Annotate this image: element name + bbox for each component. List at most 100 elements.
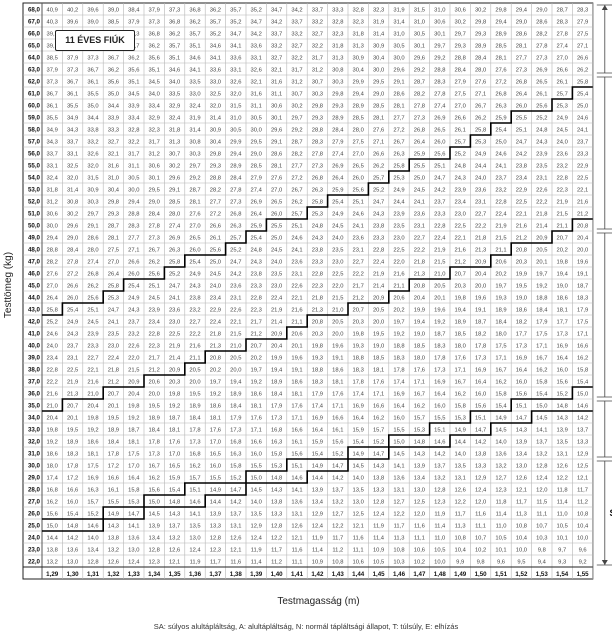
bmi-cell: 14,9 xyxy=(312,464,323,470)
bmi-cell: 20,5 xyxy=(332,320,343,326)
bmi-cell: 31,1 xyxy=(128,164,139,170)
bmi-cell: 28,4 xyxy=(149,212,161,218)
bmi-cell: 25,6 xyxy=(536,104,547,110)
bmi-cell: 13,2 xyxy=(536,452,547,458)
bmi-cell: 32,8 xyxy=(128,128,139,134)
bmi-cell: 10,7 xyxy=(536,524,547,530)
bmi-cell: 22,8 xyxy=(251,296,262,302)
bmi-cell: 26,8 xyxy=(414,128,425,134)
bmi-cell: 18,1 xyxy=(169,428,180,434)
bmi-cell: 20,9 xyxy=(475,260,486,266)
bmi-cell: 25,2 xyxy=(373,188,384,194)
bmi-cell: 14,1 xyxy=(291,488,302,494)
bmi-cell: 25,0 xyxy=(414,176,425,182)
bmi-cell: 24,9 xyxy=(67,320,78,326)
bmi-cell: 28,9 xyxy=(353,104,364,110)
bmi-cell: 17,0 xyxy=(128,464,139,470)
weight-tick-label: 56,0 xyxy=(28,151,41,158)
bmi-cell: 23,8 xyxy=(312,248,323,254)
bmi-cell: 23,1 xyxy=(475,200,486,206)
bmi-cell: 34,9 xyxy=(47,128,58,134)
bmi-cell: 26,9 xyxy=(169,236,180,242)
bmi-cell: 32,2 xyxy=(291,56,302,62)
bmi-cell: 24,6 xyxy=(353,212,364,218)
bmi-cell: 27,8 xyxy=(557,32,568,38)
bmi-cell: 18,4 xyxy=(536,308,548,314)
bmi-cell: 33,6 xyxy=(210,68,221,74)
bmi-cell: 16,2 xyxy=(455,392,466,398)
bmi-cell: 38,5 xyxy=(108,20,119,26)
weight-tick-label: 38,0 xyxy=(28,367,41,374)
bmi-cell: 15,4 xyxy=(169,488,181,494)
bmi-cell: 32,6 xyxy=(230,80,241,86)
bmi-cell: 30,3 xyxy=(312,92,323,98)
bmi-cell: 31,8 xyxy=(47,188,58,194)
bmi-cell: 27,3 xyxy=(414,116,425,122)
bmi-cell: 12,7 xyxy=(393,500,404,506)
bmi-cell: 10,6 xyxy=(353,560,364,566)
bmi-cell: 26,6 xyxy=(67,284,78,290)
bmi-cell: 12,8 xyxy=(210,536,221,542)
bmi-cell: 16,1 xyxy=(108,488,119,494)
bmi-cell: 22,7 xyxy=(189,320,200,326)
bmi-cell: 28,8 xyxy=(455,56,466,62)
bmi-cell: 34,0 xyxy=(169,80,180,86)
bmi-cell: 15,2 xyxy=(230,476,241,482)
bmi-cell: 27,4 xyxy=(251,188,263,194)
bmi-cell: 30,2 xyxy=(67,212,78,218)
bmi-cell: 28,6 xyxy=(393,92,404,98)
bmi-cell: 14,4 xyxy=(312,476,324,482)
bmi-cell: 14,2 xyxy=(230,500,241,506)
bmi-cell: 22,1 xyxy=(291,296,302,302)
bmi-cell: 12,8 xyxy=(87,560,98,566)
bmi-cell: 23,0 xyxy=(332,260,343,266)
bmi-cell: 11,8 xyxy=(557,488,568,494)
bmi-cell: 25,1 xyxy=(291,224,302,230)
bmi-cell: 12,9 xyxy=(577,452,588,458)
bmi-cell: 31,6 xyxy=(271,80,282,86)
bmi-cell: 23,5 xyxy=(271,272,282,278)
bmi-cell: 26,1 xyxy=(455,128,466,134)
bmi-cell: 19,1 xyxy=(475,308,486,314)
bmi-cell: 18,4 xyxy=(108,440,120,446)
bmi-cell: 34,0 xyxy=(149,92,160,98)
bmi-cell: 28,9 xyxy=(495,32,506,38)
bmi-cell: 16,9 xyxy=(475,368,486,374)
bmi-cell: 26,6 xyxy=(455,116,466,122)
bmi-cell: 23,6 xyxy=(475,188,486,194)
bmi-cell: 28,0 xyxy=(87,248,98,254)
bmi-cell: 10,4 xyxy=(516,536,528,542)
bmi-cell: 33,0 xyxy=(189,92,200,98)
bmi-cell: 25,5 xyxy=(516,116,527,122)
bmi-cell: 29,9 xyxy=(230,140,241,146)
bmi-cell: 23,4 xyxy=(149,320,161,326)
bmi-cell: 28,5 xyxy=(495,44,506,50)
bmi-cell: 16,0 xyxy=(251,452,262,458)
bmi-cell: 20,3 xyxy=(455,284,466,290)
bmi-cell: 37,3 xyxy=(149,20,160,26)
bmi-cell: 30,6 xyxy=(271,104,282,110)
height-tick-label: 1,30 xyxy=(67,571,80,578)
bmi-cell: 20,6 xyxy=(393,296,404,302)
height-tick-label: 1,47 xyxy=(413,571,426,578)
bmi-cell: 11,9 xyxy=(251,548,262,554)
bmi-cell: 21,2 xyxy=(516,236,527,242)
bmi-cell: 32,0 xyxy=(210,104,221,110)
bmi-cell: 16,9 xyxy=(87,476,98,482)
bmi-cell: 16,9 xyxy=(516,356,527,362)
bmi-cell: 17,1 xyxy=(332,404,343,410)
bmi-cell: 24,8 xyxy=(251,248,262,254)
bmi-cell: 15,0 xyxy=(251,476,262,482)
bmi-cell: 29,8 xyxy=(210,152,221,158)
bmi-cell: 14,3 xyxy=(271,488,282,494)
bmi-cell: 28,2 xyxy=(47,260,58,266)
bmi-cell: 35,2 xyxy=(230,20,241,26)
bmi-cell: 25,2 xyxy=(169,272,180,278)
bmi-cell: 31,0 xyxy=(230,116,241,122)
bmi-cell: 17,1 xyxy=(251,428,262,434)
bmi-cell: 26,1 xyxy=(210,236,221,242)
bmi-cell: 14,0 xyxy=(455,452,466,458)
bmi-cell: 16,3 xyxy=(87,488,98,494)
bmi-cell: 29,1 xyxy=(87,224,98,230)
bmi-cell: 13,4 xyxy=(87,548,99,554)
